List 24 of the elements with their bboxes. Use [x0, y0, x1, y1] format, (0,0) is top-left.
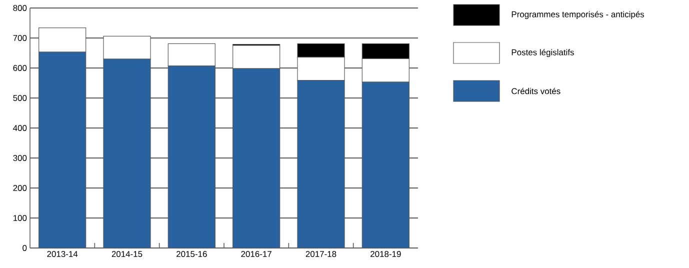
y-tick-label: 300 [13, 155, 27, 161]
x-tick-label: 2016-17 [241, 251, 272, 258]
text: Postes législatifs [512, 49, 574, 57]
x-tick-label: 2014-15 [112, 251, 142, 258]
x-tick-label: 2015-16 [176, 251, 207, 258]
bar [297, 80, 344, 248]
bar [362, 82, 410, 248]
y-tick-label: 0 [22, 245, 27, 251]
y-tick-label: 400 [13, 125, 27, 131]
bar [168, 66, 216, 248]
bar [38, 52, 86, 248]
bar [232, 68, 280, 248]
x-tick-label: 2018-19 [370, 251, 401, 258]
text: Crédits votés [512, 88, 560, 94]
y-tick-label: 800 [13, 5, 27, 11]
bar [104, 59, 150, 248]
x-tick-label: 2013-14 [47, 251, 78, 258]
x-tick-label: 2017-18 [306, 251, 336, 258]
y-tick-label: 700 [13, 35, 27, 41]
text: Programmes temporisés - anticipés [512, 11, 644, 19]
y-tick-label: 600 [13, 65, 27, 71]
y-tick-label: 500 [13, 95, 27, 101]
y-tick-label: 100 [13, 215, 27, 221]
y-tick-label: 200 [13, 185, 27, 191]
